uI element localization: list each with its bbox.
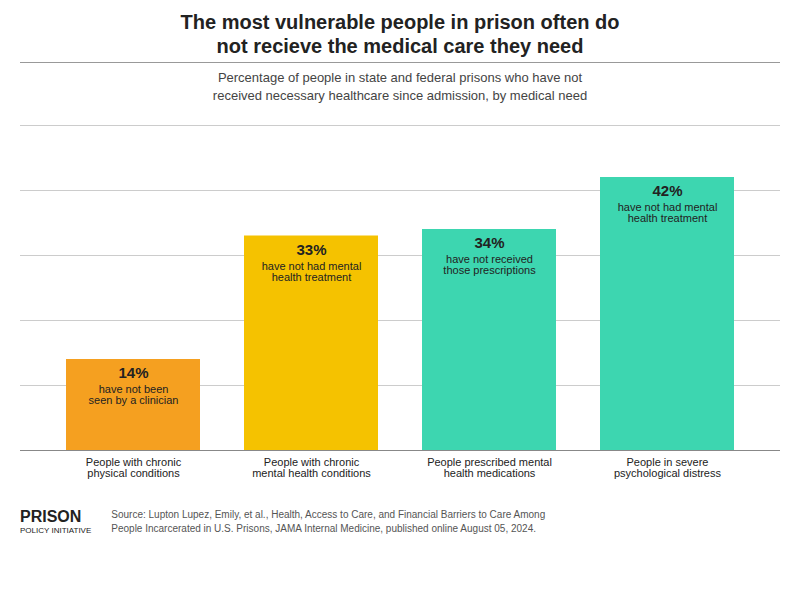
svg-text:33%: 33% (296, 241, 326, 258)
svg-text:People with chronicphysical co: People with chronicphysical conditions (86, 456, 182, 479)
svg-text:have not beenseen by a clinici: have not beenseen by a clinician (89, 383, 179, 406)
svg-text:People in severepsychological: People in severepsychological distress (614, 456, 721, 479)
svg-text:have not receivedthose prescri: have not receivedthose prescriptions (443, 253, 536, 276)
svg-text:14%: 14% (118, 364, 148, 381)
svg-text:have not had mentalhealth trea: have not had mentalhealth treatment (262, 260, 362, 283)
html-text:The most vulnerable people in: The most vulnerable people in prison oft… (180, 11, 620, 57)
svg-text:People with chronicmental heal: People with chronicmental health conditi… (252, 456, 371, 479)
html-text:PRISON: PRISON (20, 508, 82, 526)
svg-text:42%: 42% (652, 182, 682, 199)
svg-text:People prescribed mentalhealth: People prescribed mentalhealth medicatio… (427, 456, 552, 479)
html-text:Percentage of people in state: Percentage of people in state and federa… (212, 70, 588, 103)
html-text:Source: Lupton Lupez, Emily, e: Source: Lupton Lupez, Emily, et al., Hea… (111, 509, 546, 535)
svg-text:have not had mentalhealth trea: have not had mentalhealth treatment (618, 201, 718, 224)
svg-text:34%: 34% (474, 234, 504, 251)
html-text:POLICY INITIATIVE: POLICY INITIATIVE (20, 526, 92, 536)
